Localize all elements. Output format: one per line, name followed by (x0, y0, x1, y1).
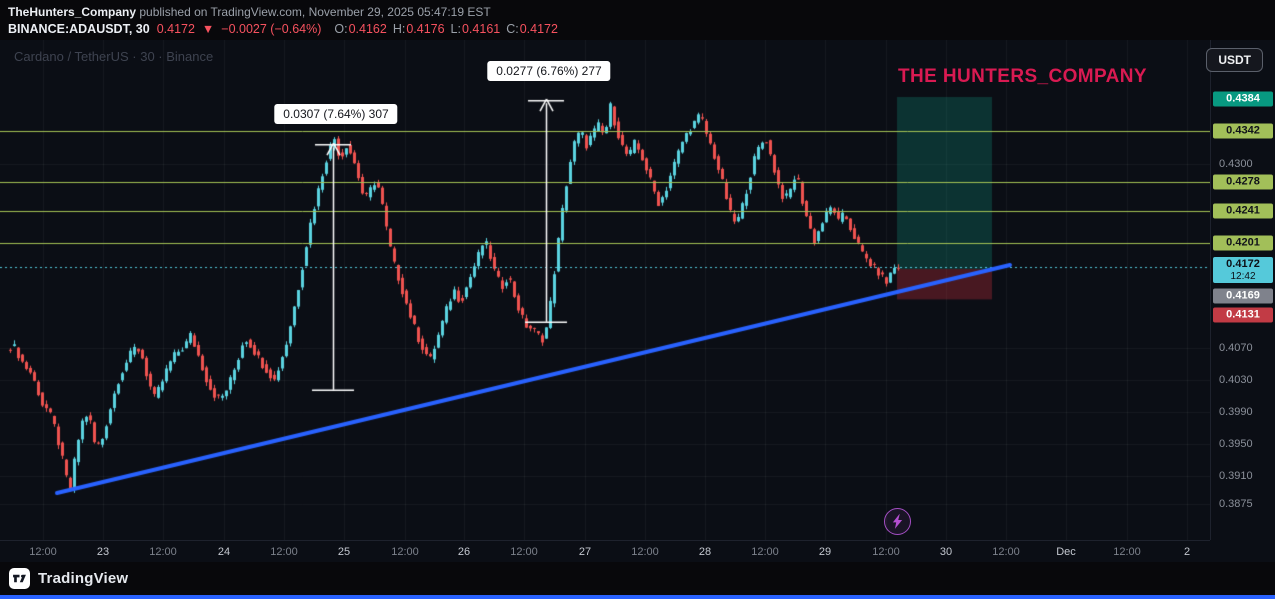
bottom-accent-bar (0, 595, 1275, 599)
ohlc-key: C: (506, 22, 519, 36)
byline: TheHunters_Company published on TradingV… (8, 4, 1275, 20)
time-tick-label: 12:00 (872, 546, 900, 558)
price-tick-label: 0.3875 (1219, 498, 1253, 511)
price-change: −0.0027 (−0.64%) (221, 22, 322, 36)
time-tick-label: 12:00 (631, 546, 659, 558)
ohlc-value: 0.4172 (519, 22, 558, 36)
symbol-row: BINANCE:ADAUSDT, 30 0.4172 ▼ −0.0027 (−0… (8, 20, 1275, 38)
ohlc-value: 0.4176 (406, 22, 445, 36)
measurement-label: 0.0277 (6.76%) 277 (487, 61, 611, 81)
price-badge: 0.4172 12:42 (1213, 257, 1273, 283)
ohlc-key: L: (450, 22, 461, 36)
price-axis[interactable]: 0.4300 0.4070 0.4030 0.3990 0.3950 0.3910 0.38… (1210, 40, 1275, 540)
ohlc-value: 0.4161 (461, 22, 501, 36)
time-tick-label: 29 (818, 546, 832, 558)
measurement-label: 0.0307 (7.64%) 307 (274, 104, 398, 124)
price-tick-label: 0.3990 (1219, 406, 1253, 419)
tradingview-logo[interactable] (9, 568, 30, 589)
ohlc-values: O:0.4162 H:0.4176 L:0.4161 C:0.4172 (328, 20, 558, 38)
last-price: 0.4172 (156, 22, 195, 36)
time-tick-label: 25 (337, 546, 351, 558)
price-badge: 0.4131 (1213, 307, 1273, 323)
snapshot-header: TheHunters_Company published on TradingV… (0, 0, 1275, 40)
brand-watermark: THE HUNTERS_COMPANY (898, 66, 1147, 87)
candlestick-chart[interactable] (0, 40, 1210, 540)
price-badge: 0.4169 (1213, 288, 1273, 304)
price-tick-label: 0.3910 (1219, 470, 1253, 483)
time-tick-label: 12:00 (751, 546, 779, 558)
time-tick-label: 12:00 (270, 546, 298, 558)
time-tick-label: 28 (698, 546, 712, 558)
time-tick-label: 12:00 (391, 546, 419, 558)
time-tick-label: 26 (457, 546, 471, 558)
price-tick-label: 0.4070 (1219, 342, 1253, 355)
chart-area[interactable]: Cardano / TetherUS · 30 · Binance THE HU… (0, 40, 1275, 562)
time-tick-label: 12:00 (510, 546, 538, 558)
price-tick-label: 0.3950 (1219, 438, 1253, 451)
price-tick-label: 0.4300 (1219, 158, 1253, 171)
publish-info: published on TradingView.com, November 2… (136, 5, 491, 19)
symbol-watermark: Cardano / TetherUS · 30 · Binance (14, 49, 214, 64)
ohlc-value: 0.4162 (348, 22, 387, 36)
symbol-title: BINANCE:ADAUSDT, 30 (8, 22, 150, 36)
price-badge: 0.4342 (1213, 123, 1273, 139)
time-tick-label: 12:00 (992, 546, 1020, 558)
ohlc-key: O: (334, 22, 348, 36)
time-tick-label: Dec (1056, 546, 1076, 558)
price-badge: 0.4278 (1213, 174, 1273, 190)
tradingview-wordmark: TradingView (38, 570, 129, 587)
price-badge: 0.4201 (1213, 235, 1273, 251)
time-tick-label: 12:00 (29, 546, 57, 558)
snapshot-footer: TradingView (0, 562, 1275, 595)
time-tick-label: 24 (217, 546, 231, 558)
time-tick-label: 30 (939, 546, 953, 558)
time-tick-label: 12:00 (149, 546, 177, 558)
price-tick-label: 0.4030 (1219, 374, 1253, 387)
time-tick-label: 2 (1183, 546, 1191, 558)
time-tick-label: 27 (578, 546, 592, 558)
price-badge: 0.4384 (1213, 91, 1273, 107)
time-tick-label: 23 (96, 546, 110, 558)
time-axis[interactable]: 12:00 23 12:00 24 12:00 25 12:00 26 12:00 27 12:00… (0, 540, 1210, 563)
currency-unit-button[interactable]: USDT (1206, 48, 1263, 72)
author-name: TheHunters_Company (8, 5, 137, 19)
lightning-icon (884, 508, 911, 535)
time-tick-label: 12:00 (1113, 546, 1141, 558)
price-badge: 0.4241 (1213, 203, 1273, 219)
ohlc-key: H: (392, 22, 406, 36)
price-down-arrow-icon: ▼ (201, 22, 215, 36)
